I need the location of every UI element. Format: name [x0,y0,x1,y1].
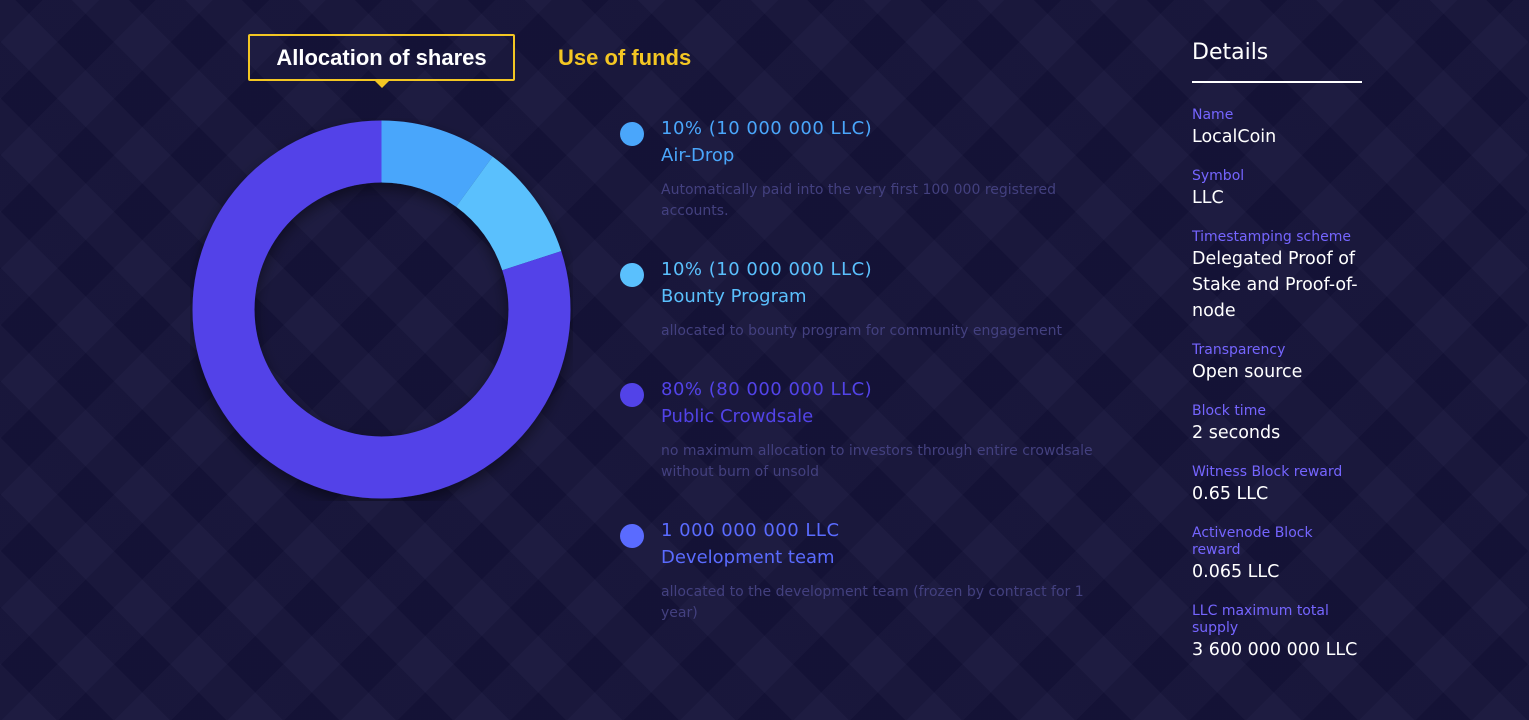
detail-label: Witness Block reward [1192,464,1343,480]
detail-timestamping-scheme: Timestamping scheme Delegated Proof of S… [1192,229,1362,324]
legend-name: Bounty Program [661,286,807,307]
donut-slice-air-drop [381,120,493,207]
detail-value: LLC [1192,188,1224,208]
legend-description: allocated to the development team (froze… [661,584,1084,621]
detail-value: LocalCoin [1192,127,1277,147]
legend-amount: 10% (10 000 000 LLC) [661,259,873,280]
legend-description: no maximum allocation to investors throu… [661,443,1093,480]
detail-label: Symbol [1192,168,1245,184]
legend-dot [620,524,644,548]
detail-value: Open source [1192,362,1303,382]
detail-transparency: Transparency Open source [1192,342,1362,385]
allocation-donut-chart [192,120,571,499]
detail-value: 3 600 000 000 LLC [1192,640,1358,660]
details-title: Details [1192,40,1362,83]
legend-amount: 1 000 000 000 LLC [661,520,840,541]
tab-use-of-funds[interactable]: Use of funds [558,44,692,70]
detail-label: Activenode Block reward [1192,525,1313,558]
details-panel: Details Name LocalCoin Symbol LLC Timest… [1192,40,1362,681]
legend-description: Automatically paid into the very first 1… [661,182,1057,219]
detail-label: Block time [1192,403,1266,419]
detail-activenode-block-reward: Activenode Block reward 0.065 LLC [1192,525,1362,585]
legend-dot [620,263,644,287]
tab-allocation-of-shares[interactable]: Allocation of shares [248,34,515,88]
detail-value: 0.65 LLC [1192,484,1269,504]
donut-slice-bounty-program [456,156,562,271]
legend-dot [620,383,644,407]
detail-max-total-supply: LLC maximum total supply 3 600 000 000 L… [1192,603,1362,663]
legend-amount: 10% (10 000 000 LLC) [661,118,873,139]
legend-amount: 80% (80 000 000 LLC) [661,379,873,400]
legend-description: allocated to bounty program for communit… [661,323,1062,339]
detail-symbol: Symbol LLC [1192,168,1362,211]
detail-value: 2 seconds [1192,423,1281,443]
legend-name: Air-Drop [661,145,735,166]
detail-witness-block-reward: Witness Block reward 0.65 LLC [1192,464,1362,507]
detail-value: 0.065 LLC [1192,562,1280,582]
detail-block-time: Block time 2 seconds [1192,403,1362,446]
detail-label: Timestamping scheme [1192,229,1351,245]
legend-dot [620,122,644,146]
donut-slice-public-crowdsale [192,120,571,499]
legend-name: Public Crowdsale [661,406,814,427]
allocation-tabs: Allocation of shares Use of funds [248,34,692,88]
detail-label: Name [1192,107,1234,123]
detail-value: Delegated Proof of Stake and Proof-of-no… [1192,249,1358,321]
legend-name: Development team [661,547,835,568]
detail-label: LLC maximum total supply [1192,603,1329,636]
detail-label: Transparency [1192,342,1286,358]
detail-name: Name LocalCoin [1192,107,1362,150]
